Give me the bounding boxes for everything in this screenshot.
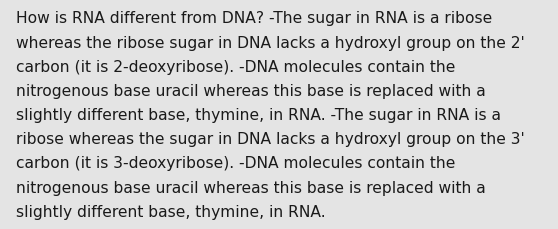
Text: slightly different base, thymine, in RNA. -The sugar in RNA is a: slightly different base, thymine, in RNA… [16,108,501,123]
Text: nitrogenous base uracil whereas this base is replaced with a: nitrogenous base uracil whereas this bas… [16,84,485,98]
Text: nitrogenous base uracil whereas this base is replaced with a: nitrogenous base uracil whereas this bas… [16,180,485,195]
Text: carbon (it is 2-deoxyribose). -DNA molecules contain the: carbon (it is 2-deoxyribose). -DNA molec… [16,60,455,74]
Text: ribose whereas the sugar in DNA lacks a hydroxyl group on the 3': ribose whereas the sugar in DNA lacks a … [16,132,525,147]
Text: slightly different base, thymine, in RNA.: slightly different base, thymine, in RNA… [16,204,325,219]
Text: whereas the ribose sugar in DNA lacks a hydroxyl group on the 2': whereas the ribose sugar in DNA lacks a … [16,35,525,50]
Text: carbon (it is 3-deoxyribose). -DNA molecules contain the: carbon (it is 3-deoxyribose). -DNA molec… [16,156,455,171]
Text: How is RNA different from DNA? -The sugar in RNA is a ribose: How is RNA different from DNA? -The suga… [16,11,492,26]
